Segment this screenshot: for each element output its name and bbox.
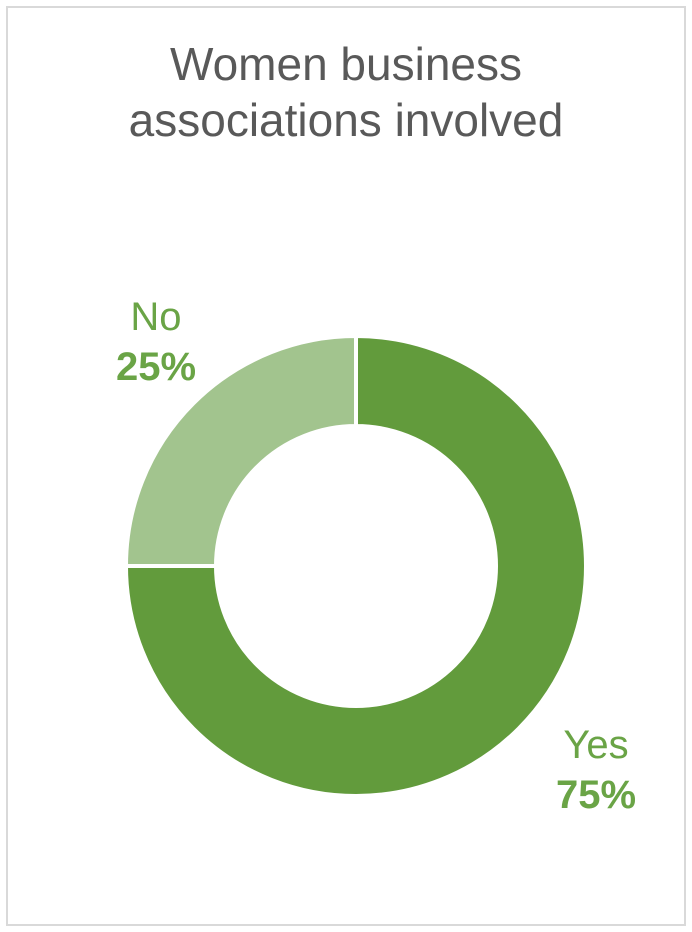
slice-value-label-yes: 75% bbox=[556, 773, 636, 817]
donut-labels: Yes 75% No 25% bbox=[116, 295, 636, 817]
chart-title-line-1: Women business bbox=[170, 38, 522, 90]
donut-slice-yes bbox=[123, 333, 588, 798]
slice-label-no: No bbox=[130, 295, 181, 339]
chart-title: Women business associations involved bbox=[0, 36, 692, 148]
slice-label-yes: Yes bbox=[563, 723, 628, 767]
donut-slice-no bbox=[123, 333, 358, 568]
chart-title-line-2: associations involved bbox=[128, 94, 564, 146]
donut-slices bbox=[123, 333, 588, 798]
slice-value-label-no: 25% bbox=[116, 345, 196, 389]
